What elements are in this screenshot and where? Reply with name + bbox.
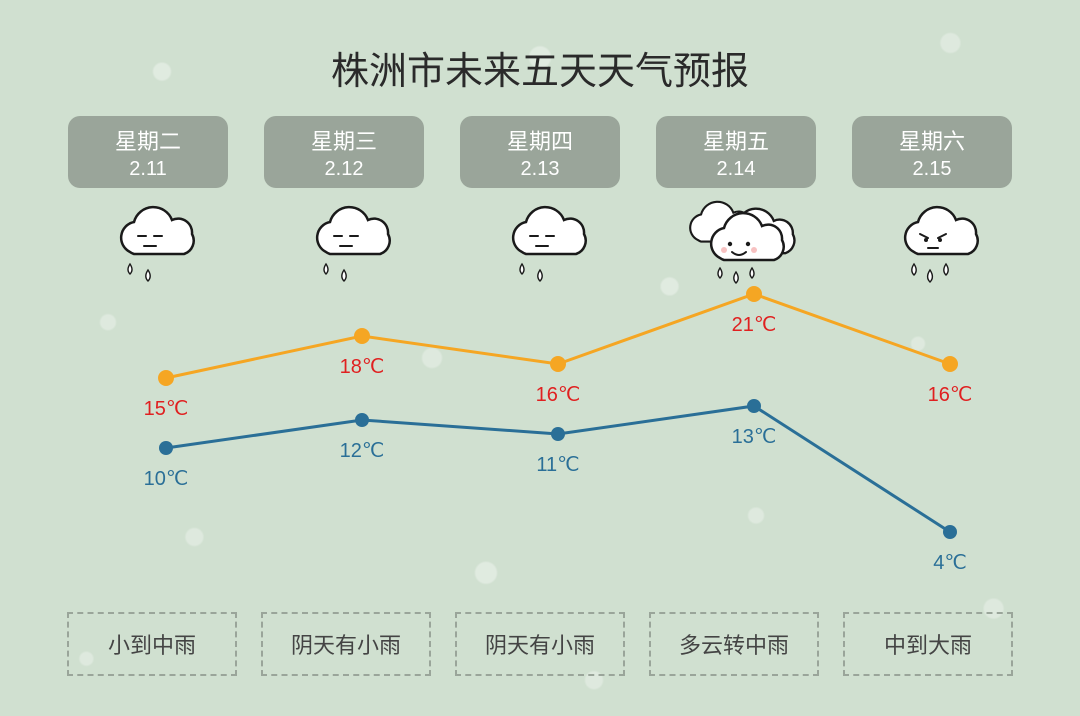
weather-description: 阴天有小雨 (455, 612, 625, 676)
day-header: 星期三2.12 (264, 116, 424, 188)
cloud-rain-icon (656, 198, 816, 288)
day-header: 星期五2.14 (656, 116, 816, 188)
temperature-label: 12℃ (340, 438, 385, 463)
temperature-label: 10℃ (144, 466, 189, 491)
rain-icon (460, 198, 620, 288)
weather-description: 多云转中雨 (649, 612, 819, 676)
rain-icon (852, 198, 1012, 288)
chart-marker (942, 356, 958, 372)
day-header: 星期四2.13 (460, 116, 620, 188)
rain-icon (68, 198, 228, 288)
temperature-label: 16℃ (928, 382, 973, 407)
temperature-label: 13℃ (732, 424, 777, 449)
chart-marker (158, 370, 174, 386)
temperature-label: 16℃ (536, 382, 581, 407)
page-title: 株洲市未来五天天气预报 (0, 40, 1080, 95)
chart-marker (355, 413, 369, 427)
day-header: 星期六2.15 (852, 116, 1012, 188)
chart-marker (746, 286, 762, 302)
chart-marker (943, 525, 957, 539)
weather-icons-row (0, 198, 1080, 288)
temperature-label: 18℃ (340, 354, 385, 379)
weather-description-row: 小到中雨阴天有小雨阴天有小雨多云转中雨中到大雨 (0, 612, 1080, 676)
weather-description: 中到大雨 (843, 612, 1013, 676)
temperature-chart: 15℃18℃16℃21℃16℃10℃12℃11℃13℃4℃ (0, 280, 1080, 560)
chart-marker (747, 399, 761, 413)
temperature-label: 4℃ (933, 550, 967, 575)
chart-marker (551, 427, 565, 441)
day-name: 星期二 (115, 124, 181, 156)
day-date: 2.11 (129, 158, 166, 181)
day-name: 星期六 (899, 124, 965, 156)
temperature-label: 11℃ (536, 452, 579, 477)
rain-icon (264, 198, 424, 288)
day-date: 2.12 (325, 158, 364, 181)
day-date: 2.14 (717, 158, 756, 181)
chart-marker (354, 328, 370, 344)
temperature-label: 15℃ (144, 396, 189, 421)
day-name: 星期三 (311, 124, 377, 156)
temperature-label: 21℃ (732, 312, 777, 337)
chart-marker (550, 356, 566, 372)
day-date: 2.13 (521, 158, 560, 181)
day-name: 星期五 (703, 124, 769, 156)
day-date: 2.15 (913, 158, 952, 181)
weather-description: 阴天有小雨 (261, 612, 431, 676)
chart-marker (159, 441, 173, 455)
day-name: 星期四 (507, 124, 573, 156)
day-headers-row: 星期二2.11 星期三2.12 星期四2.13 星期五2.14 星期六2.15 (0, 116, 1080, 188)
weather-description: 小到中雨 (67, 612, 237, 676)
day-header: 星期二2.11 (68, 116, 228, 188)
